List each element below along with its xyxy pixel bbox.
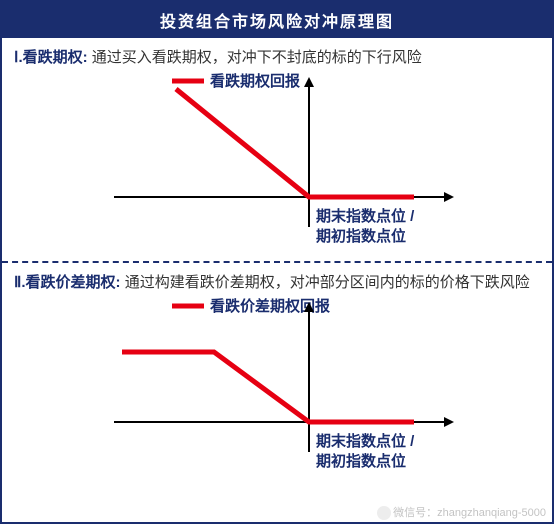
chart-1-y-arrow — [304, 77, 314, 87]
watermark-text: 微信号：zhangzhanqiang-5000 — [393, 507, 546, 519]
section-2-desc: 通过构建看跌价差期权，对冲部分区间内的标的价格下跌风险 — [121, 274, 530, 291]
chart-2-xlabel-line1: 期末指数点位 / — [316, 432, 415, 450]
chart-2: 看跌价差期权回报 期末指数点位 / 期初指数点位 — [14, 292, 540, 482]
chart-1-xlabel-line1: 期末指数点位 / — [316, 207, 415, 225]
chart-1-payoff-line — [176, 89, 414, 197]
chart-1-x-arrow — [444, 192, 454, 202]
section-2-title: .看跌价差期权: — [21, 274, 120, 291]
wechat-icon — [377, 506, 391, 520]
header-title: 投资组合市场风险对冲原理图 — [160, 14, 394, 31]
section-1-desc: 通过买入看跌期权，对冲下不封底的标的下行风险 — [88, 49, 422, 66]
section-1-title: .看跌期权: — [18, 49, 87, 66]
section-2-heading: Ⅱ.看跌价差期权: 通过构建看跌价差期权，对冲部分区间内的标的价格下跌风险 — [14, 271, 540, 292]
chart-1-xlabel-line2: 期初指数点位 — [316, 227, 406, 245]
header-bar: 投资组合市场风险对冲原理图 — [2, 2, 552, 38]
chart-1-svg: 看跌期权回报 期末指数点位 / 期初指数点位 — [14, 67, 544, 257]
diagram-container: 投资组合市场风险对冲原理图 Ⅰ.看跌期权: 通过买入看跌期权，对冲下不封底的标的… — [0, 0, 554, 524]
section-1-heading: Ⅰ.看跌期权: 通过买入看跌期权，对冲下不封底的标的下行风险 — [14, 46, 540, 67]
chart-2-x-arrow — [444, 417, 454, 427]
watermark: 微信号：zhangzhanqiang-5000 — [377, 504, 546, 520]
section-1: Ⅰ.看跌期权: 通过买入看跌期权，对冲下不封底的标的下行风险 看跌期权回报 期末… — [2, 38, 552, 257]
chart-2-svg: 看跌价差期权回报 期末指数点位 / 期初指数点位 — [14, 292, 544, 482]
chart-2-payoff-line — [122, 352, 414, 422]
chart-2-xlabel-line2: 期初指数点位 — [316, 452, 406, 470]
legend-2-label: 看跌价差期权回报 — [210, 297, 330, 315]
section-2: Ⅱ.看跌价差期权: 通过构建看跌价差期权，对冲部分区间内的标的价格下跌风险 看跌… — [2, 263, 552, 482]
legend-1-label: 看跌期权回报 — [210, 72, 300, 90]
chart-1: 看跌期权回报 期末指数点位 / 期初指数点位 — [14, 67, 540, 257]
